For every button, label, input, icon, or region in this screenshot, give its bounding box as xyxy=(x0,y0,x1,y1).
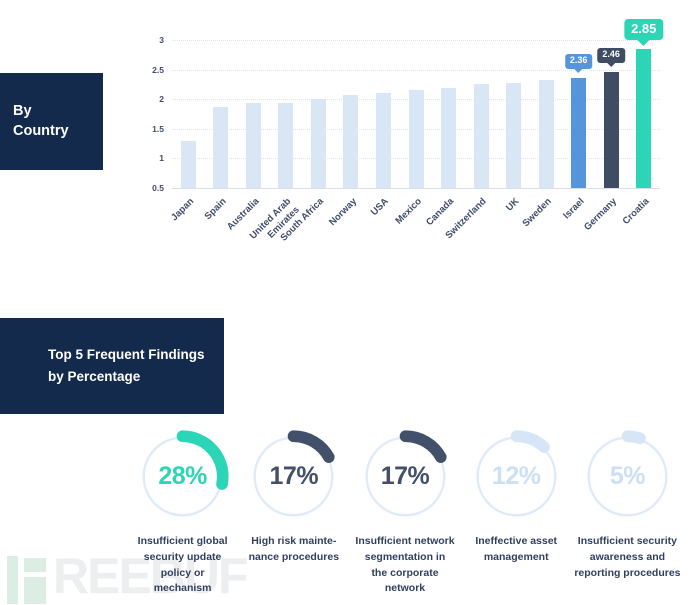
bar-switzerland xyxy=(473,84,489,188)
bar-canada xyxy=(441,87,457,188)
value-badge-label: 2.85 xyxy=(624,18,664,41)
value-badge-label: 2.46 xyxy=(597,47,625,63)
finding-caption-3: Insufficient network segmentation in the… xyxy=(355,535,455,595)
freebuf-watermark-letters: REEBUF xyxy=(53,548,249,604)
finding-caption-5: Insufficient security awareness and repo… xyxy=(574,535,681,579)
finding-4: 12% Ineffective asset management xyxy=(461,428,572,597)
bar-israel xyxy=(571,77,587,188)
y-axis-tick-label: 2.5 xyxy=(152,64,164,75)
gauge-17pct: 17% xyxy=(357,428,454,525)
finding-caption-1: Insufficient global security update poli… xyxy=(137,535,228,595)
gauge-ring-icon xyxy=(253,430,335,517)
y-axis-tick-label: 1 xyxy=(159,153,164,164)
finding-caption-2: High risk mainte- nance procedures xyxy=(248,535,340,563)
x-label-japan: Japan xyxy=(168,196,197,224)
gauge-percent-label: 28% xyxy=(158,462,207,490)
top5-findings-title: Top 5 Frequent Findings by Percentage xyxy=(48,347,205,384)
x-label-uk: UK xyxy=(503,196,522,214)
bar-spain xyxy=(213,106,229,188)
bar-usa xyxy=(375,92,391,188)
by-country-title-box: By Country xyxy=(0,73,103,170)
gauge-ring-icon xyxy=(364,430,447,517)
finding-caption-4: Ineffective asset management xyxy=(475,535,558,563)
gauge-ring-icon xyxy=(587,430,668,517)
gauge-17pct: 17% xyxy=(245,428,342,525)
bar-japan xyxy=(180,140,196,188)
gauge-ring-icon xyxy=(142,430,229,517)
bar-united-arab-emirates xyxy=(278,103,294,188)
gridline xyxy=(172,40,660,41)
x-label-norway: Norway xyxy=(326,196,359,229)
gauge-percent-label: 12% xyxy=(491,462,541,490)
x-label-germany: Germany xyxy=(582,196,619,233)
by-country-title: By Country xyxy=(13,102,69,139)
y-axis-tick-label: 3 xyxy=(159,35,164,45)
y-axis-tick-label: 2 xyxy=(159,94,164,105)
freebuf-logo-f-top-icon xyxy=(24,558,46,572)
bar-australia xyxy=(245,103,261,188)
top5-findings-title-box: Top 5 Frequent Findings by Percentage xyxy=(0,318,224,414)
gridline xyxy=(172,69,660,71)
y-axis-tick-label: 0.5 xyxy=(152,183,164,193)
finding-1: 28% Insufficient global security update p… xyxy=(127,428,238,597)
bar-mexico xyxy=(408,90,424,188)
gauge-percent-label: 17% xyxy=(380,462,430,490)
value-badge-germany: 2.46 xyxy=(597,47,625,63)
value-badge-croatia: 2.85 xyxy=(624,18,664,41)
bar-sweden xyxy=(538,80,554,188)
x-axis-line xyxy=(172,188,660,189)
gauge-5pct: 5% xyxy=(579,428,676,525)
finding-2: 17% High risk mainte- nance procedures xyxy=(238,428,349,597)
bar-south-africa xyxy=(310,98,326,188)
x-label-croatia: Croatia xyxy=(620,196,652,227)
bar-germany xyxy=(603,71,619,188)
gauge-percent-label: 17% xyxy=(269,462,319,490)
x-label-spain: Spain xyxy=(202,196,229,223)
x-label-mexico: Mexico xyxy=(393,196,424,227)
value-badge-israel: 2.36 xyxy=(564,53,593,69)
gauge-ring-icon xyxy=(476,430,557,517)
freebuf-logo-f-bottom-icon xyxy=(24,577,46,604)
bar-norway xyxy=(343,95,359,188)
finding-5: 5% Insufficient security awareness and re… xyxy=(572,428,683,597)
y-axis-tick-label: 1.5 xyxy=(152,123,164,134)
bar-uk xyxy=(506,82,522,188)
x-label-israel: Israel xyxy=(561,196,587,222)
freebuf-logo-bar-icon xyxy=(7,556,18,604)
gauge-28pct: 28% xyxy=(134,428,231,525)
x-label-usa: USA xyxy=(369,196,392,218)
top5-gauges-row: 28% Insufficient global security update p… xyxy=(127,428,683,597)
gauge-percent-label: 5% xyxy=(609,462,646,490)
x-label-sweden: Sweden xyxy=(520,196,554,230)
finding-3: 17% Insufficient network segmentation in … xyxy=(349,428,460,597)
value-badge-label: 2.36 xyxy=(564,53,593,69)
bar-croatia xyxy=(636,48,652,188)
gauge-12pct: 12% xyxy=(468,428,565,525)
freebuf-watermark: REEBUF xyxy=(0,548,320,604)
